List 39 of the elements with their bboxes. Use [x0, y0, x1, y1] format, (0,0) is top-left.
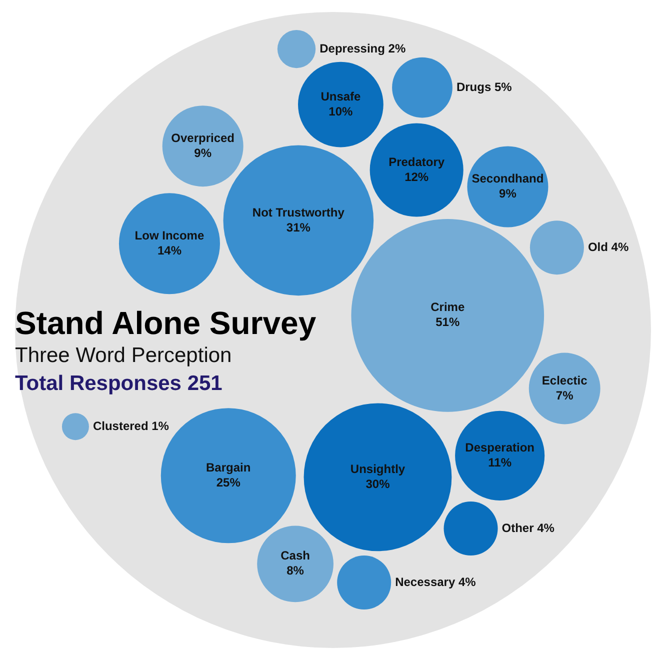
category-label: Other — [502, 520, 534, 535]
category-label: Desperation — [465, 440, 534, 454]
data-label: 8% — [286, 564, 304, 578]
text: Three Word Perception — [15, 343, 233, 369]
category-label: Secondhand — [472, 172, 544, 186]
category-label: Eclectic — [542, 373, 588, 388]
data-label: 11% — [488, 455, 512, 470]
category-label: Low Income — [134, 228, 204, 242]
data-label: 2% — [388, 41, 406, 56]
data-label: 25% — [216, 475, 241, 490]
category-label: Not Trustworthy — [252, 205, 345, 220]
category-label: Clustered — [92, 418, 148, 433]
category-label: Crime — [430, 300, 465, 314]
data-label: 7% — [556, 388, 574, 402]
category-label: Depressing — [320, 41, 385, 56]
category-label: Unsightly — [350, 462, 406, 476]
data-label: 30% — [366, 476, 390, 491]
category-label: Old — [588, 240, 608, 254]
data-label: 9% — [194, 146, 212, 160]
data-label: 51% — [436, 315, 460, 330]
category-label: Unsafe — [320, 89, 362, 104]
category-label: Cash — [280, 548, 310, 563]
data-label: 4% — [458, 574, 476, 589]
category-label: Predatory — [388, 154, 445, 169]
category-label: Drugs — [456, 80, 492, 94]
text: Total Responses 251 — [15, 371, 224, 397]
data-label: 1% — [152, 418, 170, 433]
data-label: 9% — [499, 186, 517, 201]
data-label: 14% — [157, 243, 182, 258]
data-label: 5% — [494, 80, 512, 94]
data-label: 31% — [286, 220, 311, 234]
category-label: Necessary — [395, 574, 456, 589]
data-label: 4% — [611, 240, 629, 254]
category-label: Bargain — [206, 460, 251, 474]
category-label: Overpriced — [171, 130, 235, 145]
text: Stand Alone Survey — [15, 304, 316, 342]
data-label: 12% — [404, 170, 429, 184]
data-label: 10% — [328, 104, 354, 118]
data-label: 4% — [537, 520, 555, 535]
